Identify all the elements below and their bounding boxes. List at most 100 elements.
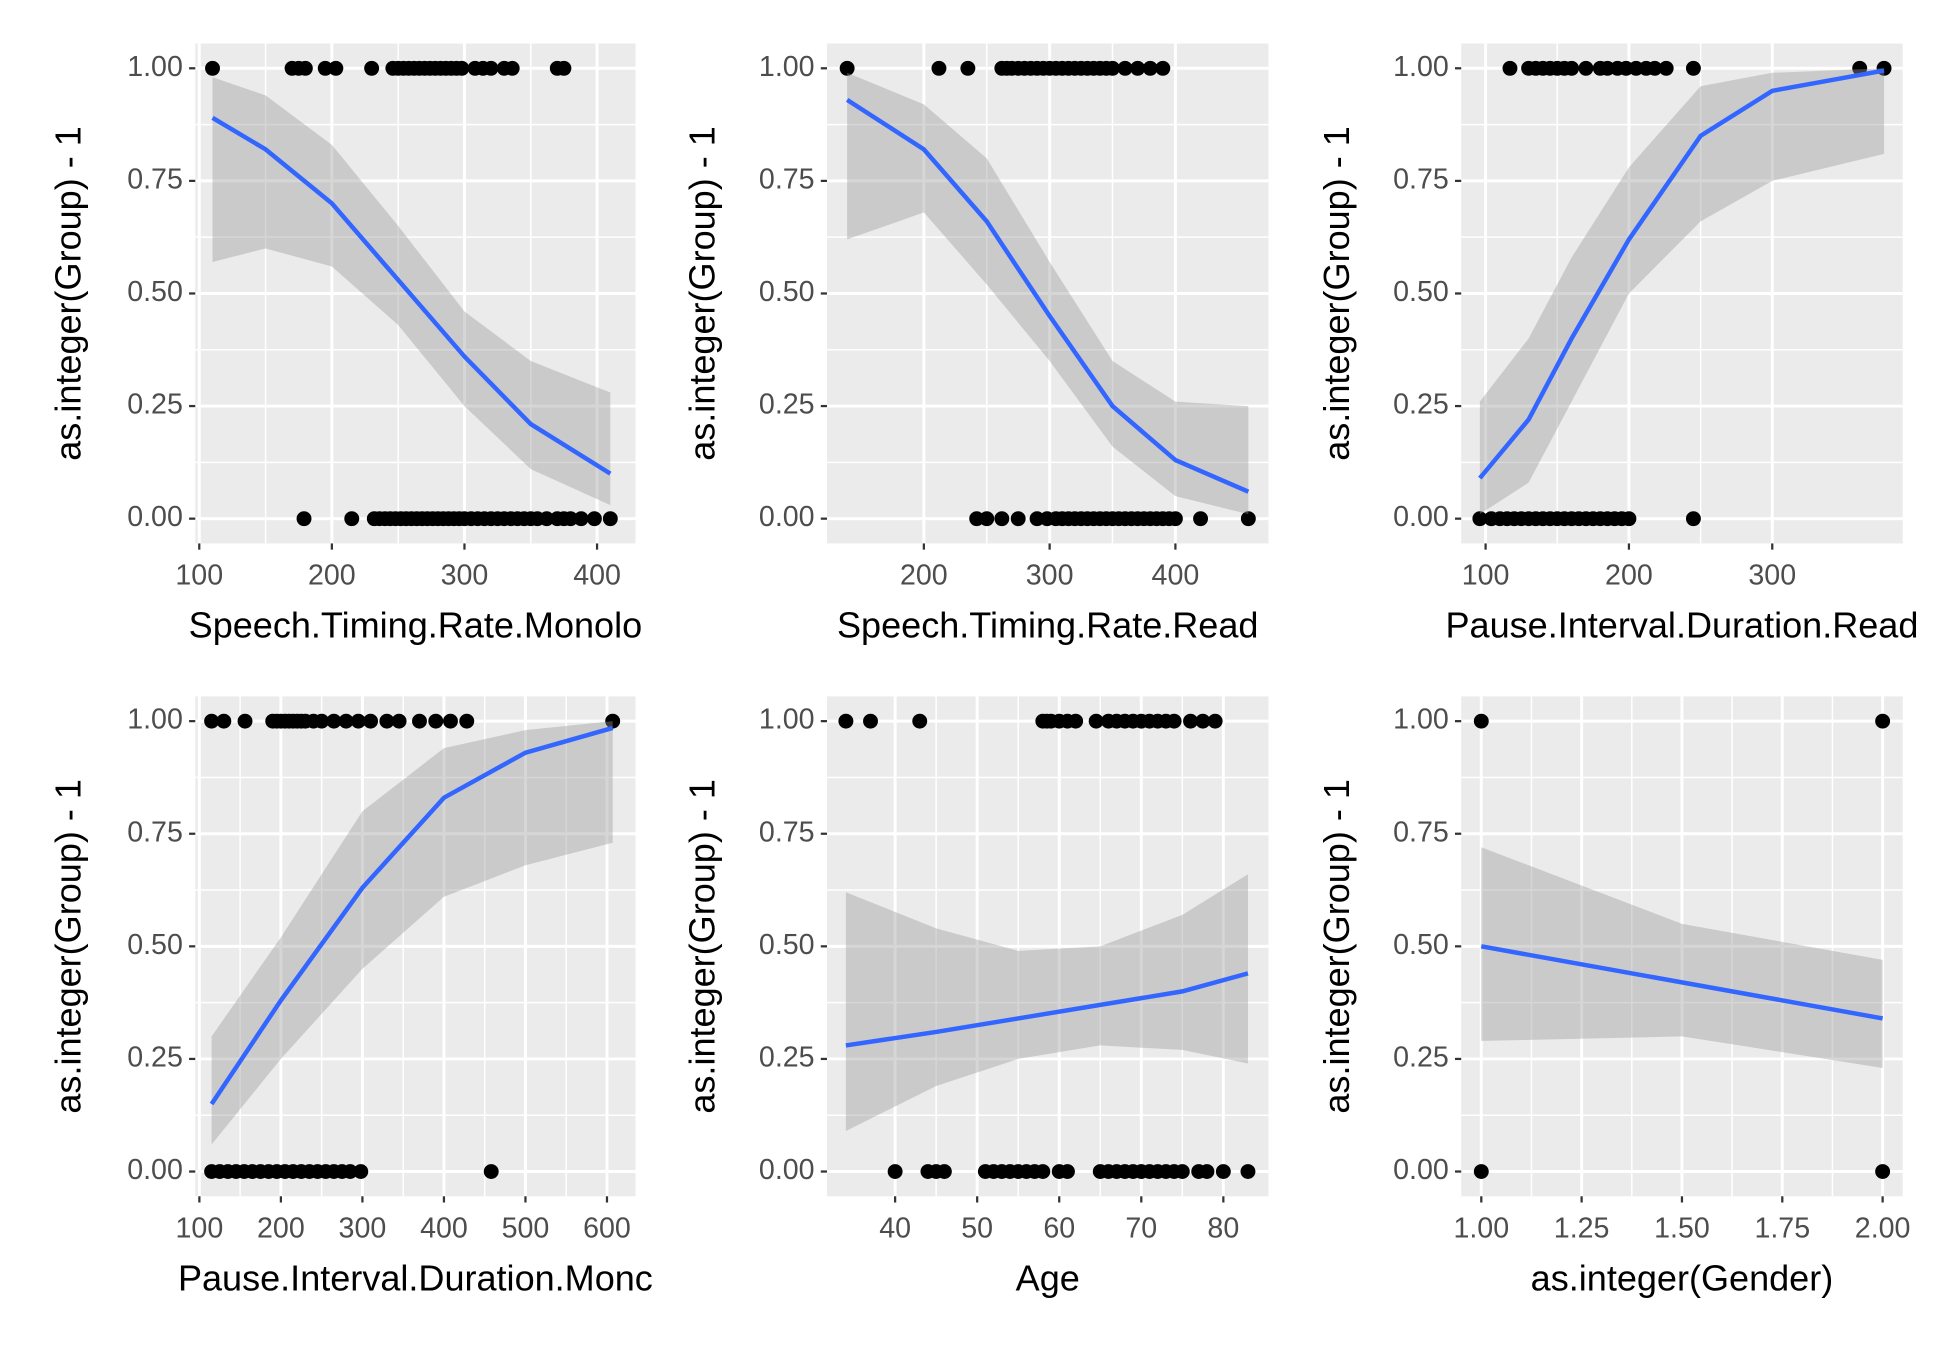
x-tick-label: 1.25: [1554, 1212, 1610, 1244]
point: [363, 713, 379, 729]
point: [1035, 1164, 1051, 1179]
x-tick-label: 100: [176, 1212, 224, 1244]
y-tick-label: 0.75: [127, 816, 183, 848]
point: [297, 60, 313, 76]
point: [539, 511, 555, 527]
confidence-band: [1479, 68, 1885, 515]
x-tick-label: 1.75: [1754, 1212, 1810, 1244]
point: [863, 713, 878, 729]
x-tick-label: 1.50: [1654, 1212, 1710, 1244]
point: [1685, 60, 1701, 76]
x-tick-label: 100: [1462, 560, 1510, 592]
x-tick-label: 2.00: [1855, 1212, 1911, 1244]
point: [391, 713, 407, 729]
point: [459, 713, 475, 729]
y-axis-title: as.integer(Group) - 1: [47, 126, 88, 461]
point: [364, 60, 380, 76]
point: [353, 1164, 369, 1179]
x-tick-label: 400: [573, 560, 621, 592]
y-tick-label: 0.50: [759, 929, 815, 961]
point: [1215, 1164, 1231, 1179]
point: [442, 713, 458, 729]
y-tick-label: 0.00: [759, 1154, 815, 1186]
point: [573, 511, 589, 527]
point: [1502, 60, 1518, 76]
point: [296, 511, 312, 527]
point: [1207, 713, 1223, 729]
y-tick-label: 0.75: [1393, 163, 1449, 195]
point: [328, 60, 344, 76]
point: [912, 713, 928, 729]
x-tick-label: 70: [1125, 1212, 1157, 1244]
y-tick-label: 0.75: [759, 163, 815, 195]
y-axis-title: as.integer(Group) - 1: [682, 779, 723, 1114]
y-tick-label: 0.25: [759, 389, 815, 421]
x-tick-label: 300: [441, 560, 489, 592]
x-axis-title: Age: [1016, 1257, 1080, 1298]
point: [602, 511, 618, 527]
x-tick-label: 50: [961, 1212, 993, 1244]
x-tick-label: 200: [257, 1212, 305, 1244]
point: [237, 713, 253, 729]
x-tick-label: 400: [1152, 560, 1200, 592]
point: [1068, 713, 1084, 729]
point: [931, 60, 947, 76]
point: [1875, 713, 1891, 729]
point: [1875, 1164, 1891, 1179]
x-axis-title: Pause.Interval.Duration.Monc: [178, 1257, 653, 1298]
y-tick-label: 1.00: [1393, 704, 1449, 736]
y-tick-label: 1.00: [759, 704, 815, 736]
y-tick-label: 0.75: [1393, 816, 1449, 848]
y-tick-label: 1.00: [759, 51, 815, 83]
point: [960, 60, 976, 76]
point: [563, 511, 578, 527]
point: [839, 60, 855, 76]
y-axis-title: as.integer(Group) - 1: [47, 779, 88, 1114]
point: [1142, 60, 1158, 76]
y-tick-label: 0.25: [1393, 389, 1449, 421]
point: [887, 1164, 903, 1179]
x-tick-label: 80: [1207, 1212, 1239, 1244]
x-tick-label: 1.00: [1453, 1212, 1509, 1244]
point: [936, 1164, 952, 1179]
y-tick-label: 0.00: [1393, 1154, 1449, 1186]
point: [483, 1164, 499, 1179]
point: [605, 713, 621, 729]
x-tick-label: 200: [900, 560, 948, 592]
x-axis-title: Speech.Timing.Rate.Read: [837, 605, 1258, 646]
x-tick-label: 300: [1026, 560, 1074, 592]
point: [586, 511, 602, 527]
point: [1199, 1164, 1215, 1179]
point: [1088, 713, 1104, 729]
panel: 0.00 0.25 0.50 0.75 1.00 100 200 300 Pause.Inter…: [1316, 43, 1919, 646]
y-tick-label: 0.50: [759, 276, 815, 308]
confidence-band: [1481, 847, 1883, 1068]
point: [556, 60, 572, 76]
x-tick-label: 40: [879, 1212, 911, 1244]
point: [979, 511, 995, 527]
fit-line: [1480, 944, 1884, 1021]
point: [1473, 713, 1489, 729]
y-tick-label: 0.25: [759, 1041, 815, 1073]
point: [1167, 511, 1183, 527]
point: [205, 60, 220, 76]
panel: 0.00 0.25 0.50 0.75 1.00 200 300 400 Speech.Timi…: [682, 43, 1269, 646]
panel: 0.00 0.25 0.50 0.75 1.00 40 50 60 70 80 Age as.inte…: [682, 696, 1269, 1298]
point: [1685, 511, 1701, 527]
point: [1472, 511, 1488, 527]
point: [317, 60, 333, 76]
point: [1105, 60, 1120, 76]
point: [1240, 511, 1256, 527]
y-tick-label: 0.25: [127, 389, 183, 421]
point: [838, 713, 854, 729]
y-tick-label: 1.00: [127, 704, 183, 736]
point: [314, 713, 330, 729]
x-tick-label: 400: [420, 1212, 468, 1244]
point: [350, 713, 366, 729]
confidence-band: [212, 77, 611, 506]
point: [1473, 1164, 1489, 1179]
point: [1183, 713, 1198, 729]
x-axis-title: Pause.Interval.Duration.Read: [1446, 605, 1919, 646]
